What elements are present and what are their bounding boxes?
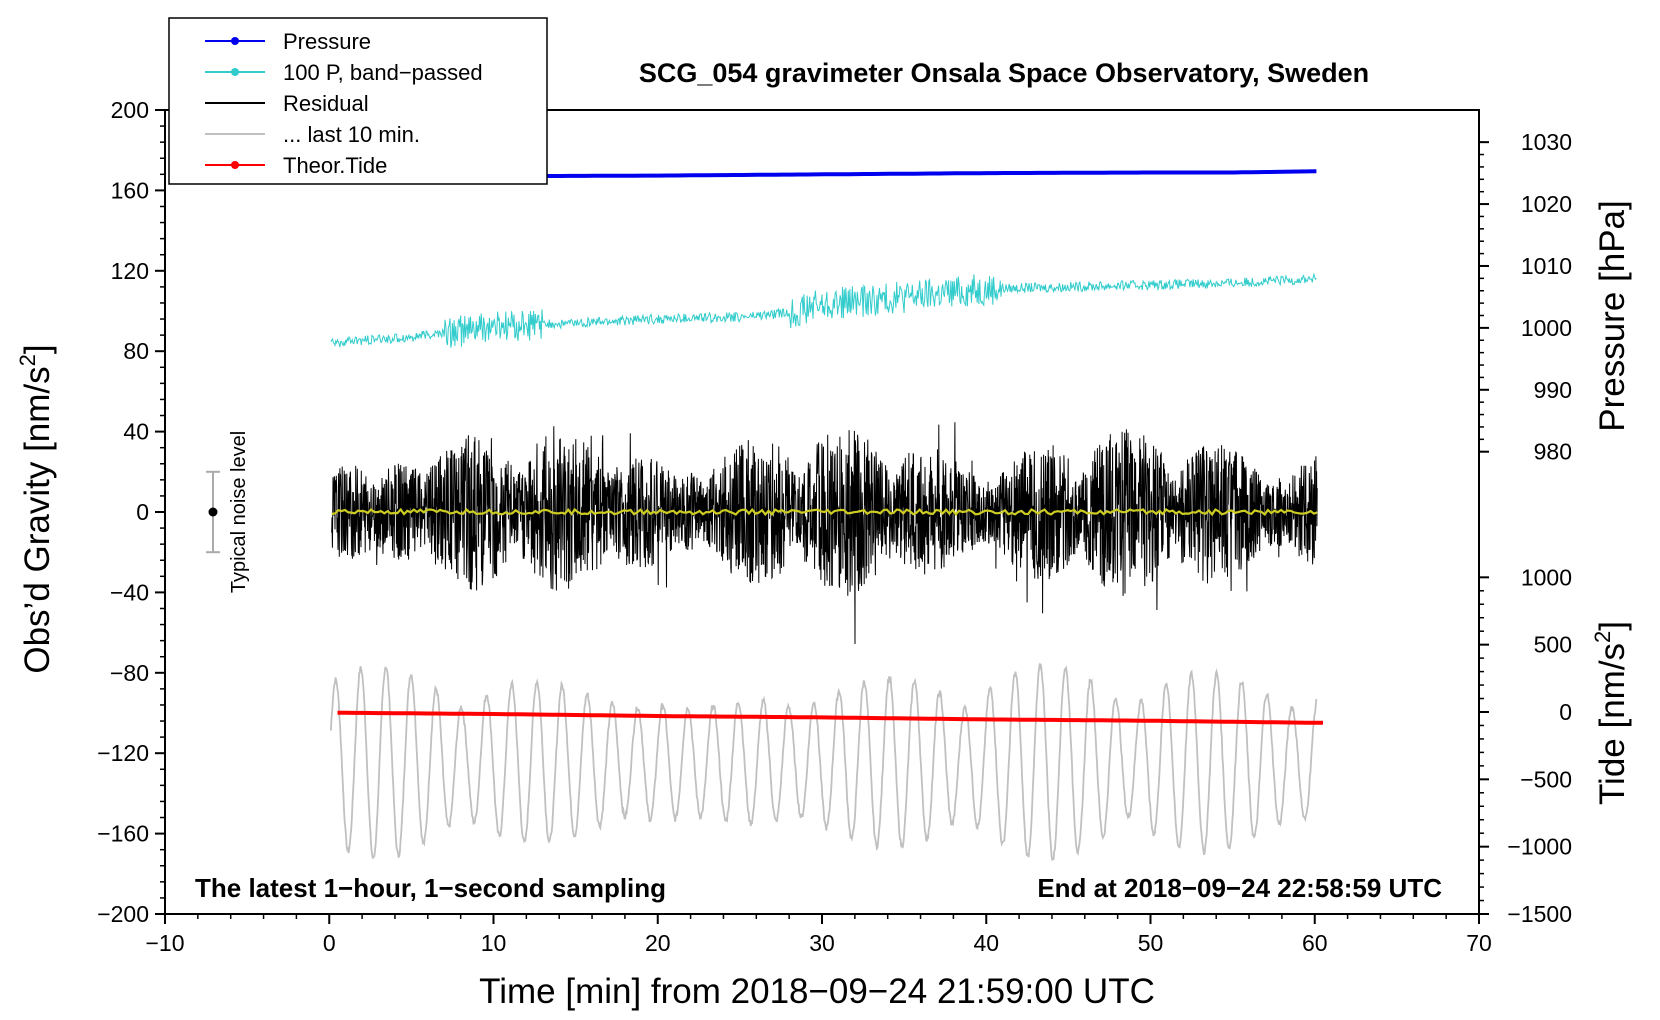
tide-tick-label: −500 bbox=[1520, 766, 1572, 792]
legend-marker bbox=[231, 161, 239, 169]
chart-title: SCG_054 gravimeter Onsala Space Observat… bbox=[639, 58, 1369, 88]
tide-tick-label: −1000 bbox=[1507, 834, 1572, 860]
y-axis-label-tide-end: ] bbox=[1593, 621, 1632, 631]
x-tick-label: 10 bbox=[481, 930, 507, 956]
x-tick-label: 30 bbox=[809, 930, 835, 956]
pressure-bandpassed-line bbox=[330, 272, 1317, 348]
legend-label: Theor.Tide bbox=[283, 153, 387, 178]
y-tick-label: 80 bbox=[123, 338, 149, 364]
residual-line bbox=[331, 422, 1318, 645]
tide-tick-label: 500 bbox=[1534, 632, 1572, 658]
noise-center-dot bbox=[208, 507, 218, 517]
axes-layer: −10 0 10 20 30 40 50 60 70−200−160−120−80−400408… bbox=[97, 97, 1572, 956]
legend-marker bbox=[231, 68, 239, 76]
y-axis-label-gravity-sup: 2 bbox=[15, 354, 40, 366]
tide-tick-label: −1500 bbox=[1507, 901, 1572, 927]
y-tick-label: 0 bbox=[136, 499, 149, 525]
pressure-tick-label: 980 bbox=[1534, 439, 1572, 465]
y-axis-label-tide-sup: 2 bbox=[1590, 631, 1615, 643]
y-tick-label: −40 bbox=[110, 579, 149, 605]
x-tick-label: −10 bbox=[145, 930, 184, 956]
y-axis-label-tide-main: Tide [nm/s bbox=[1593, 643, 1632, 805]
annotation-bottom-right: End at 2018−09−24 22:58:59 UTC bbox=[1037, 873, 1442, 903]
theor-tide-line bbox=[337, 710, 1323, 725]
annotation-bottom-left: The latest 1−hour, 1−second sampling bbox=[195, 873, 666, 903]
x-tick-label: 40 bbox=[973, 930, 999, 956]
y-axis-label-gravity-end: ] bbox=[18, 344, 57, 354]
x-tick-label: 20 bbox=[645, 930, 671, 956]
pressure-tick-label: 1020 bbox=[1521, 191, 1572, 217]
y-axis-label-gravity: Obs’d Gravity [nm/s2] bbox=[15, 344, 57, 673]
y-tick-label: 160 bbox=[111, 177, 149, 203]
last-10-min-line bbox=[330, 663, 1318, 862]
x-tick-label: 60 bbox=[1302, 930, 1328, 956]
y-tick-label: −200 bbox=[97, 901, 149, 927]
y-tick-label: 120 bbox=[111, 258, 149, 284]
y-tick-label: −80 bbox=[110, 660, 149, 686]
y-tick-label: 40 bbox=[123, 419, 149, 445]
legend-label: Residual bbox=[283, 91, 369, 116]
y-axis-label-tide: Tide [nm/s2] bbox=[1590, 621, 1632, 805]
y-axis-label-pressure: Pressure [hPa] bbox=[1593, 200, 1632, 432]
legend-label: ... last 10 min. bbox=[283, 122, 420, 147]
y-tick-label: −160 bbox=[97, 821, 149, 847]
legend-box bbox=[168, 17, 548, 185]
pressure-tick-label: 990 bbox=[1534, 377, 1572, 403]
pressure-tick-label: 1000 bbox=[1521, 315, 1572, 341]
y-tick-label: −120 bbox=[97, 740, 149, 766]
legend-label: Pressure bbox=[283, 29, 371, 54]
y-tick-label: 200 bbox=[111, 97, 149, 123]
noise-label: Typical noise level bbox=[228, 431, 250, 593]
tide-tick-label: 1000 bbox=[1521, 564, 1572, 590]
legend: Pressure 100 P, band−passed Residual ... la… bbox=[168, 17, 548, 185]
noise-indicator: Typical noise level bbox=[206, 431, 250, 593]
x-tick-label: 70 bbox=[1466, 930, 1492, 956]
series-layer bbox=[330, 169, 1323, 862]
legend-marker bbox=[231, 37, 239, 45]
pressure-tick-label: 1010 bbox=[1521, 253, 1572, 279]
y-axis-label-gravity-main: Obs’d Gravity [nm/s bbox=[18, 366, 57, 673]
residual-mean-line bbox=[331, 507, 1318, 517]
tide-tick-label: 0 bbox=[1559, 699, 1572, 725]
x-axis-label: Time [min] from 2018−09−24 21:59:00 UTC bbox=[479, 972, 1155, 1011]
x-tick-label: 50 bbox=[1138, 930, 1164, 956]
x-tick-label: 0 bbox=[323, 930, 336, 956]
legend-label: 100 P, band−passed bbox=[283, 60, 483, 85]
pressure-tick-label: 1030 bbox=[1521, 129, 1572, 155]
